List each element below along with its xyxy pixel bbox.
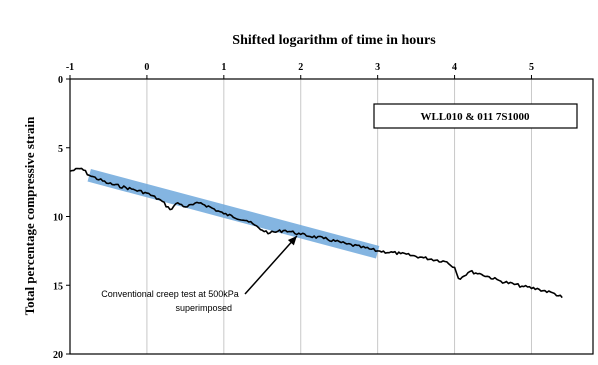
y-tick-label: 10: [53, 213, 63, 224]
x-tick-label: 3: [375, 62, 380, 73]
chart-title: Shifted logarithm of time in hours: [232, 33, 436, 48]
x-tick-label: -1: [66, 62, 74, 73]
annotation-arrow-shaft: [244, 235, 298, 295]
annotation-arrow-head: [287, 236, 297, 246]
annotation: Conventional creep test at 500kPa superi…: [101, 235, 298, 313]
annotation-line2: superimposed: [175, 303, 232, 313]
legend-label: WLL010 & 011 7S1000: [420, 111, 530, 123]
x-tick-label: 1: [221, 62, 226, 73]
strain-series-line: [69, 167, 563, 299]
annotation-line1: Conventional creep test at 500kPa: [101, 289, 239, 299]
y-tick-label: 20: [53, 350, 63, 361]
x-tick-label: 5: [529, 62, 534, 73]
y-tick-label: 0: [58, 75, 63, 86]
x-tick-label: 4: [452, 62, 457, 73]
y-ticks: 0 5 10 15 20: [53, 75, 70, 361]
x-ticks: -1 0 1 2 3 4 5: [66, 62, 534, 79]
legend-box: [373, 103, 578, 129]
x-tick-label: 2: [298, 62, 303, 73]
y-tick-label: 15: [53, 281, 63, 292]
plot-area: [69, 78, 594, 355]
legend: WLL010 & 011 7S1000: [373, 103, 578, 129]
y-axis-label: Total percentage compressive strain: [22, 116, 37, 315]
x-tick-label: 0: [144, 62, 149, 73]
y-tick-label: 5: [58, 144, 63, 155]
highlight-band: [87, 168, 380, 259]
